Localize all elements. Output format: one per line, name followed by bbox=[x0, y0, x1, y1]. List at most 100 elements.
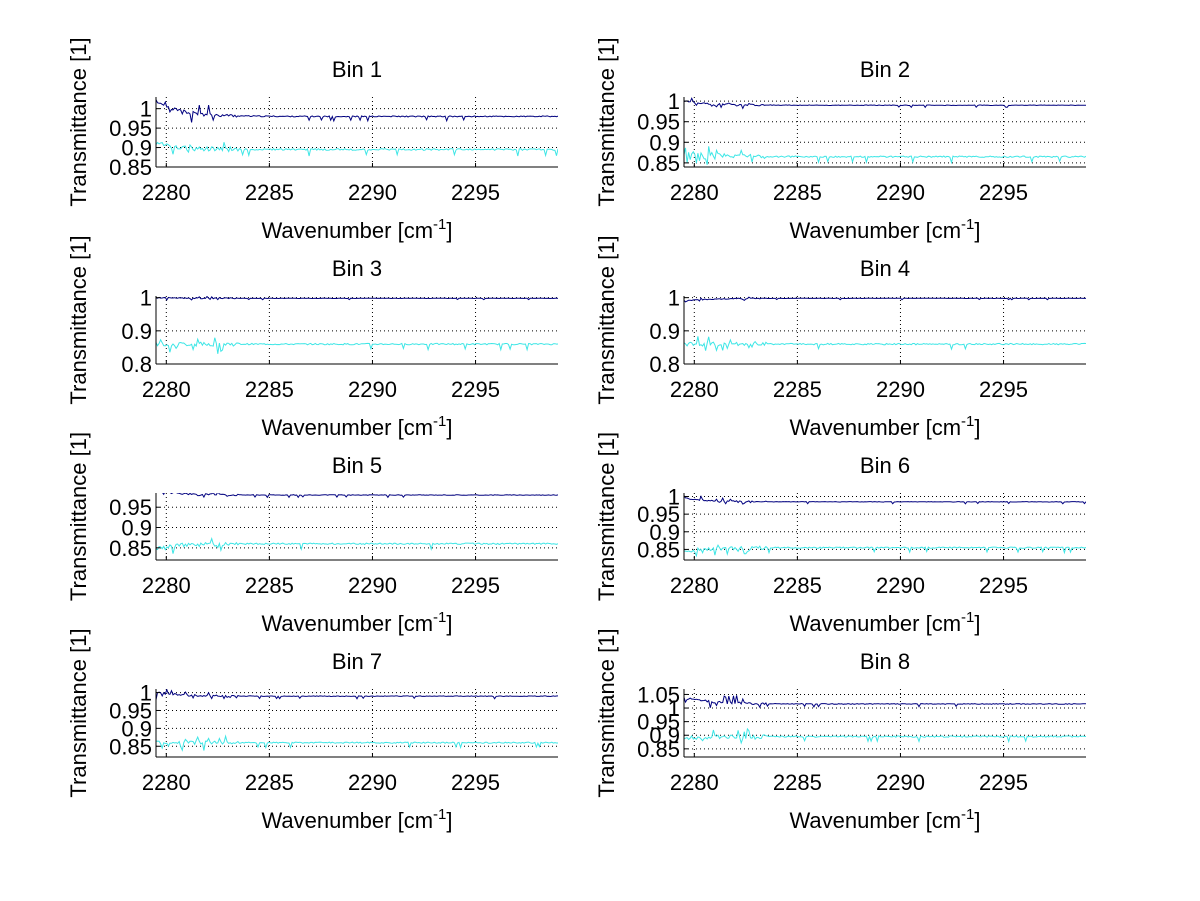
x-tick-label: 2290 bbox=[876, 180, 925, 205]
y-tick-label: 0.8 bbox=[649, 352, 680, 377]
x-tick-label: 2280 bbox=[142, 770, 191, 795]
x-axis-label-superscript: -1 bbox=[961, 216, 974, 233]
y-tick-label: 0.9 bbox=[649, 723, 680, 748]
subplot-title: Bin 5 bbox=[332, 453, 382, 478]
x-tick-label: 2280 bbox=[142, 377, 191, 402]
y-axis-label: Transmittance [1] bbox=[66, 628, 91, 797]
series-line-lower bbox=[156, 734, 558, 752]
y-axis-label: Transmittance [1] bbox=[594, 432, 619, 601]
y-tick-label: 0.95 bbox=[637, 710, 680, 735]
series-line-upper bbox=[156, 296, 558, 301]
x-tick-label: 2290 bbox=[348, 377, 397, 402]
y-tick-label: 0.9 bbox=[649, 319, 680, 344]
subplot-title: Bin 7 bbox=[332, 649, 382, 674]
y-axis-label: Transmittance [1] bbox=[66, 432, 91, 601]
x-tick-label: 2295 bbox=[451, 377, 500, 402]
x-axis-label-superscript: -1 bbox=[433, 806, 446, 823]
x-tick-label: 2295 bbox=[451, 180, 500, 205]
series-line-lower bbox=[156, 141, 558, 158]
x-tick-label: 2285 bbox=[245, 180, 294, 205]
series-line-lower bbox=[156, 536, 558, 554]
series-line-lower bbox=[684, 146, 1086, 165]
subplot-bin-7: 2280 2285 2290 2295 0.850.90.951 Bin 7 Wavenum… bbox=[66, 628, 558, 833]
y-tick-label: 0.95 bbox=[637, 502, 680, 527]
y-tick-label: 1 bbox=[668, 89, 680, 114]
series-line-upper bbox=[162, 493, 558, 499]
y-tick-label: 1 bbox=[140, 97, 152, 122]
x-tick-label: 2295 bbox=[451, 770, 500, 795]
series-line-lower bbox=[156, 337, 558, 354]
x-tick-label: 2280 bbox=[670, 180, 719, 205]
x-tick-label: 2295 bbox=[979, 770, 1028, 795]
y-tick-label: 1 bbox=[668, 286, 680, 311]
y-tick-label: 0.9 bbox=[121, 136, 152, 161]
y-tick-label: 0.95 bbox=[109, 495, 152, 520]
y-tick-label: 1.05 bbox=[637, 682, 680, 707]
series-line-upper bbox=[156, 99, 558, 123]
y-axis-label: Transmittance [1] bbox=[66, 235, 91, 404]
subplot-title: Bin 3 bbox=[332, 256, 382, 281]
x-tick-label: 2295 bbox=[979, 180, 1028, 205]
y-tick-label: 0.9 bbox=[649, 130, 680, 155]
y-tick-label: 1 bbox=[668, 696, 680, 721]
x-tick-label: 2285 bbox=[245, 770, 294, 795]
subplot-bin-2: 2280 2285 2290 2295 0.850.90.951 Bin 2 Wavenum… bbox=[594, 37, 1086, 243]
x-axis-label-bracket: ] bbox=[446, 808, 452, 833]
y-tick-label: 0.85 bbox=[637, 151, 680, 176]
y-axis-label: Transmittance [1] bbox=[594, 235, 619, 404]
y-axis-label: Transmittance [1] bbox=[594, 37, 619, 206]
x-axis-label-superscript: -1 bbox=[433, 609, 446, 626]
series-line-upper bbox=[156, 689, 558, 701]
x-axis-label-main: Wavenumber [cm bbox=[789, 611, 961, 636]
y-axis-label: Transmittance [1] bbox=[594, 628, 619, 797]
x-axis-label: Wavenumber [cm-1] bbox=[789, 806, 980, 833]
y-tick-label: 0.85 bbox=[637, 537, 680, 562]
x-axis-label-main: Wavenumber [cm bbox=[261, 611, 433, 636]
subplot-title: Bin 8 bbox=[860, 649, 910, 674]
x-axis-label-superscript: -1 bbox=[433, 216, 446, 233]
x-tick-label: 2295 bbox=[979, 377, 1028, 402]
x-axis-label-main: Wavenumber [cm bbox=[261, 808, 433, 833]
x-tick-label: 2290 bbox=[348, 573, 397, 598]
x-tick-label: 2285 bbox=[245, 573, 294, 598]
subplot-bin-1: 2280 2285 2290 2295 0.850.90.951 Bin 1 Wavenum… bbox=[66, 37, 558, 243]
y-tick-label: 0.9 bbox=[649, 520, 680, 545]
x-axis-label-superscript: -1 bbox=[961, 413, 974, 430]
x-axis-label: Wavenumber [cm-1] bbox=[261, 806, 452, 833]
series-line-lower bbox=[684, 727, 1086, 745]
x-axis-label-main: Wavenumber [cm bbox=[789, 218, 961, 243]
x-axis-label: Wavenumber [cm-1] bbox=[261, 609, 452, 636]
x-tick-label: 2290 bbox=[348, 180, 397, 205]
y-tick-label: 0.9 bbox=[121, 319, 152, 344]
y-tick-label: 0.95 bbox=[637, 110, 680, 135]
x-tick-label: 2285 bbox=[773, 180, 822, 205]
y-tick-label: 0.8 bbox=[121, 352, 152, 377]
series-line-lower bbox=[684, 544, 1086, 558]
series-line-upper bbox=[684, 97, 1086, 110]
x-axis-label-bracket: ] bbox=[446, 611, 452, 636]
x-axis-label: Wavenumber [cm-1] bbox=[261, 413, 452, 440]
subplot-title: Bin 4 bbox=[860, 256, 910, 281]
x-axis-label: Wavenumber [cm-1] bbox=[789, 609, 980, 636]
x-axis-label-superscript: -1 bbox=[961, 609, 974, 626]
x-axis-label-bracket: ] bbox=[974, 808, 980, 833]
y-tick-label: 1 bbox=[668, 485, 680, 510]
y-axis-label: Transmittance [1] bbox=[66, 37, 91, 206]
y-tick-label: 0.85 bbox=[109, 536, 152, 561]
x-axis-label-bracket: ] bbox=[446, 218, 452, 243]
x-tick-label: 2285 bbox=[245, 377, 294, 402]
x-axis-label-main: Wavenumber [cm bbox=[261, 218, 433, 243]
x-axis-label-main: Wavenumber [cm bbox=[789, 808, 961, 833]
y-tick-label: 0.95 bbox=[109, 116, 152, 141]
subplot-bin-5: 2280 2285 2290 2295 0.850.90.95 Bin 5 Wavenumb… bbox=[66, 432, 558, 636]
y-tick-label: 1 bbox=[140, 681, 152, 706]
x-tick-label: 2290 bbox=[876, 573, 925, 598]
x-axis-label: Wavenumber [cm-1] bbox=[789, 216, 980, 243]
series-line-upper bbox=[684, 495, 1086, 505]
series-line-upper bbox=[684, 695, 1086, 709]
x-axis-label-bracket: ] bbox=[974, 218, 980, 243]
x-axis-label-superscript: -1 bbox=[433, 413, 446, 430]
x-axis-label-main: Wavenumber [cm bbox=[789, 415, 961, 440]
subplot-title: Bin 2 bbox=[860, 57, 910, 82]
